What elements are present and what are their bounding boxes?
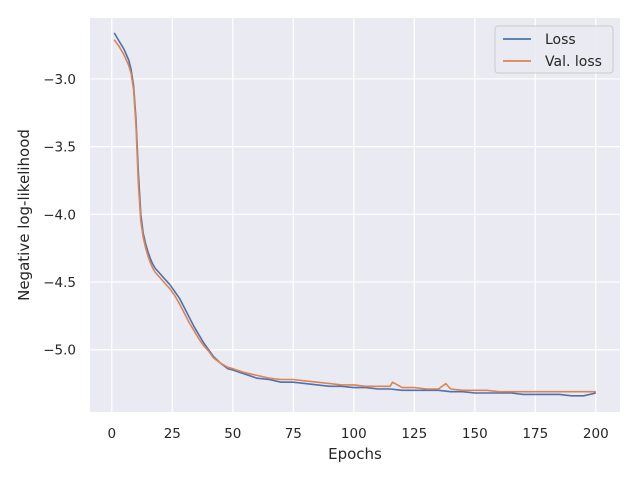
- legend-label: Val. loss: [545, 54, 602, 70]
- x-tick-label: 75: [285, 426, 302, 442]
- x-tick-label: 100: [341, 426, 367, 442]
- series-line-loss: [113, 32, 596, 397]
- y-tick-label: −3.0: [43, 72, 76, 88]
- plot-background: [90, 18, 620, 412]
- x-tick-label: 125: [401, 426, 427, 442]
- x-tick-label: 0: [107, 426, 116, 442]
- y-tick-label: −4.5: [43, 275, 76, 291]
- y-tick-label: −4.0: [43, 207, 76, 223]
- y-axis-label: Negative log-likelihood: [15, 129, 33, 301]
- y-tick-label: −5.0: [43, 343, 76, 359]
- y-tick-labels: −3.0 −3.5 −4.0 −4.5 −5.0: [43, 72, 76, 359]
- grid: [90, 18, 620, 412]
- y-tick-label: −3.5: [43, 140, 76, 156]
- x-tick-label: 150: [462, 426, 488, 442]
- legend: Loss Val. loss: [494, 25, 614, 74]
- x-tick-label: 25: [164, 426, 181, 442]
- x-tick-labels: 0 25 50 75 100 125 150 175 200: [107, 426, 608, 442]
- x-tick-label: 50: [224, 426, 241, 442]
- x-tick-label: 200: [583, 426, 609, 442]
- legend-label: Loss: [545, 32, 576, 48]
- series-lines: [113, 32, 596, 397]
- series-line-val-loss: [113, 39, 596, 393]
- x-tick-label: 175: [522, 426, 548, 442]
- x-axis-label: Epochs: [328, 445, 382, 463]
